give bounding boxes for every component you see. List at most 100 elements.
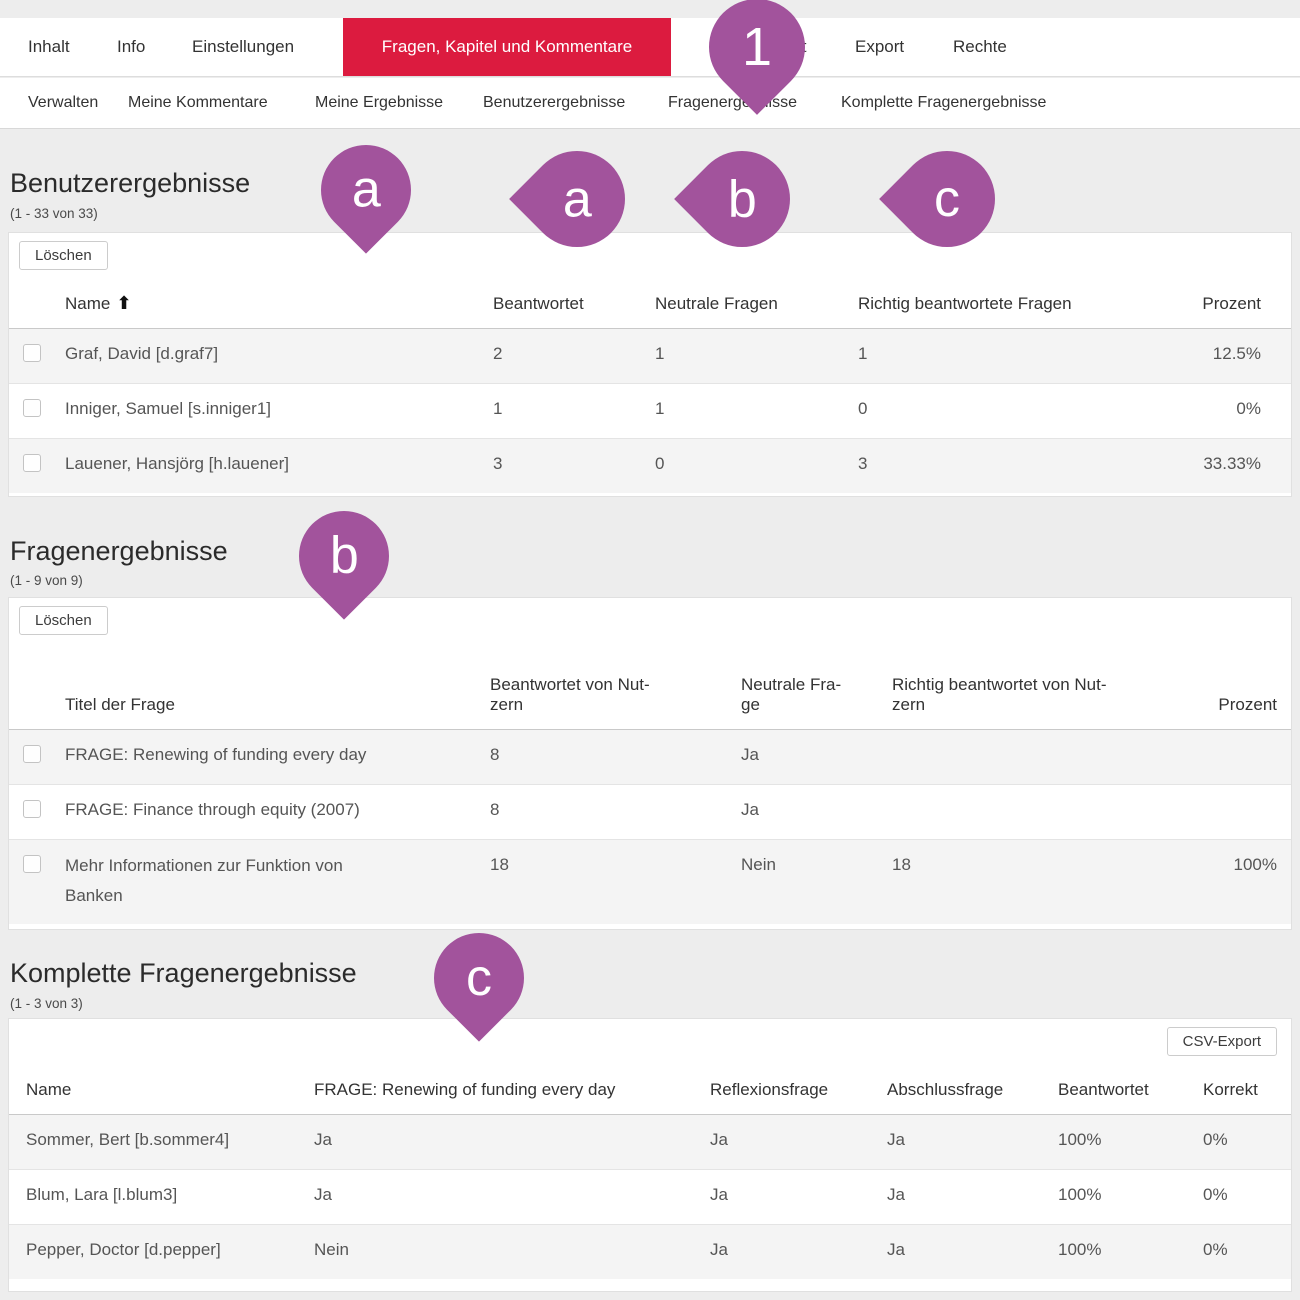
cell-richtig: 18 bbox=[892, 854, 911, 874]
komplette-fragenergebnisse-table: Name FRAGE: Renewing of funding every da… bbox=[9, 1058, 1291, 1279]
table-row: Pepper, Doctor [d.pepper] Nein Ja Ja 100… bbox=[9, 1224, 1291, 1279]
table-row: FRAGE: Renewing of funding every day 8 J… bbox=[9, 729, 1291, 784]
cell-neutrale: 0 bbox=[655, 453, 665, 473]
tab-fragen-kapitel-kommentare-active[interactable]: Fragen, Kapitel und Kommentare bbox=[343, 18, 671, 76]
cell-reflexion: Ja bbox=[710, 1184, 728, 1204]
sort-ascending-icon[interactable]: ⬆ bbox=[116, 292, 132, 313]
cell-beantwortet: 8 bbox=[490, 744, 500, 764]
table-row: Graf, David [d.graf7] 2 1 1 12.5% bbox=[9, 328, 1291, 383]
cell-neutrale: Ja bbox=[741, 799, 759, 819]
cell-beantwortet: 1 bbox=[493, 398, 503, 418]
tab-export[interactable]: Export bbox=[855, 37, 905, 56]
cell-prozent: 12.5% bbox=[1212, 343, 1261, 363]
subtab-meine-kommentare[interactable]: Meine Kommentare bbox=[128, 94, 268, 111]
tab-rechte[interactable]: Rechte bbox=[953, 37, 1007, 56]
csv-export-button[interactable]: CSV-Export bbox=[1166, 1027, 1277, 1056]
column-header-name[interactable]: Name ⬆ bbox=[65, 272, 493, 328]
column-header-beantwortet[interactable]: Beantwortet bbox=[1058, 1079, 1149, 1099]
fragenergebnisse-table: Titel der Frage Beantwortet von Nut- zer… bbox=[9, 637, 1291, 924]
cell-frage: Nein bbox=[314, 1239, 349, 1259]
table-row: FRAGE: Finance through equity (2007) 8 J… bbox=[9, 784, 1291, 839]
column-header-prozent[interactable]: Prozent bbox=[1218, 694, 1277, 714]
cell-name: Graf, David [d.graf7] bbox=[65, 343, 219, 363]
tab-inhalt[interactable]: Inhalt bbox=[28, 37, 70, 56]
cell-neutrale: Nein bbox=[741, 854, 776, 874]
table-row: Blum, Lara [l.blum3] Ja Ja Ja 100% 0% bbox=[9, 1169, 1291, 1224]
tab-info[interactable]: Info bbox=[117, 37, 146, 56]
column-header-beantwortet-von-nutzern[interactable]: Beantwortet von Nut- zern bbox=[490, 674, 650, 714]
primary-navbar: Inhalt Info Einstellungen Fragen, Kapite… bbox=[0, 18, 1300, 77]
cell-prozent: 0% bbox=[1236, 398, 1261, 418]
cell-abschluss: Ja bbox=[887, 1239, 905, 1259]
row-checkbox[interactable] bbox=[23, 343, 41, 362]
cell-name: Lauener, Hansjörg [h.lauener] bbox=[65, 453, 289, 473]
column-header-name[interactable]: Name bbox=[26, 1079, 72, 1099]
benutzerergebnisse-table: Name ⬆ Beantwortet Neutrale Fragen Richti… bbox=[9, 272, 1291, 493]
row-checkbox[interactable] bbox=[23, 398, 41, 417]
cell-abschluss: Ja bbox=[887, 1184, 905, 1204]
table-header-row: Titel der Frage Beantwortet von Nut- zer… bbox=[9, 637, 1291, 729]
column-header-neutrale-frage[interactable]: Neutrale Fra- ge bbox=[741, 674, 842, 714]
cell-richtig: 3 bbox=[858, 453, 868, 473]
cell-korrekt: 0% bbox=[1203, 1239, 1228, 1259]
callout-c-label: c bbox=[934, 170, 960, 228]
checkbox-column-header bbox=[9, 272, 65, 328]
cell-titel: FRAGE: Finance through equity (2007) bbox=[65, 799, 360, 819]
column-header-abschlussfrage[interactable]: Abschlussfrage bbox=[887, 1079, 1004, 1099]
column-header-titel-der-frage[interactable]: Titel der Frage bbox=[65, 694, 175, 714]
cell-korrekt: 0% bbox=[1203, 1129, 1228, 1149]
row-checkbox[interactable] bbox=[23, 744, 41, 763]
callout-a-label: a bbox=[562, 169, 592, 228]
fragenergebnisse-panel: Löschen Titel der Frage Beantwortet von … bbox=[8, 597, 1292, 930]
callout-b-label: b bbox=[329, 527, 359, 586]
subtab-meine-ergebnisse[interactable]: Meine Ergebnisse bbox=[315, 94, 444, 111]
cell-name: Pepper, Doctor [d.pepper] bbox=[26, 1239, 221, 1259]
checkbox-column-header bbox=[9, 637, 65, 729]
cell-neutrale: Ja bbox=[741, 744, 759, 764]
cell-name: Blum, Lara [l.blum3] bbox=[26, 1184, 178, 1204]
row-checkbox[interactable] bbox=[23, 453, 41, 472]
cell-richtig: 0 bbox=[858, 398, 868, 418]
callout-step1-label: 1 bbox=[741, 17, 773, 78]
delete-button[interactable]: Löschen bbox=[19, 241, 108, 270]
benutzerergebnisse-count: (1 - 33 von 33) bbox=[10, 206, 98, 221]
table-row: Sommer, Bert [b.sommer4] Ja Ja Ja 100% 0… bbox=[9, 1114, 1291, 1169]
komplette-fragenergebnisse-panel: CSV-Export Name FRAGE: Renewing of fundi… bbox=[8, 1018, 1292, 1292]
benutzerergebnisse-panel: Löschen Name ⬆ Beantwortet Neutrale Frage… bbox=[8, 232, 1292, 497]
subtab-komplette-fragenergebnisse[interactable]: Komplette Fragenergebnisse bbox=[841, 94, 1047, 111]
column-header-frage-renewing[interactable]: FRAGE: Renewing of funding every day bbox=[314, 1079, 616, 1099]
table-row: Lauener, Hansjörg [h.lauener] 3 0 3 33.3… bbox=[9, 438, 1291, 493]
cell-reflexion: Ja bbox=[710, 1129, 728, 1149]
subtab-verwalten[interactable]: Verwalten bbox=[28, 94, 99, 111]
column-header-richtig-beantwortet[interactable]: Richtig beantwortet von Nut- zern bbox=[892, 674, 1107, 714]
cell-name: Sommer, Bert [b.sommer4] bbox=[26, 1129, 230, 1149]
cell-prozent: 33.33% bbox=[1203, 453, 1261, 473]
tab-einstellungen[interactable]: Einstellungen bbox=[192, 37, 295, 56]
cell-beantwortet: 100% bbox=[1058, 1239, 1102, 1259]
cell-titel: Mehr Informationen zur Funktion von Bank… bbox=[65, 839, 490, 924]
row-checkbox[interactable] bbox=[23, 854, 41, 873]
column-header-reflexionsfrage[interactable]: Reflexionsfrage bbox=[710, 1079, 829, 1099]
cell-reflexion: Ja bbox=[710, 1239, 728, 1259]
cell-frage: Ja bbox=[314, 1184, 332, 1204]
cell-prozent bbox=[1151, 784, 1291, 839]
delete-button[interactable]: Löschen bbox=[19, 606, 108, 635]
row-checkbox[interactable] bbox=[23, 799, 41, 818]
fragenergebnisse-heading: Fragenergebnisse bbox=[10, 536, 228, 566]
column-header-neutrale-fragen[interactable]: Neutrale Fragen bbox=[655, 293, 778, 313]
subtab-benutzerergebnisse[interactable]: Benutzerergebnisse bbox=[483, 94, 626, 111]
table-header-row: Name ⬆ Beantwortet Neutrale Fragen Richti… bbox=[9, 272, 1291, 328]
cell-beantwortet: 100% bbox=[1058, 1129, 1102, 1149]
column-header-prozent[interactable]: Prozent bbox=[1202, 293, 1261, 313]
cell-richtig bbox=[892, 729, 1151, 784]
table-row: Inniger, Samuel [s.inniger1] 1 1 0 0% bbox=[9, 383, 1291, 438]
column-header-korrekt[interactable]: Korrekt bbox=[1203, 1079, 1258, 1099]
cell-name: Inniger, Samuel [s.inniger1] bbox=[65, 398, 272, 418]
cell-beantwortet: 100% bbox=[1058, 1184, 1102, 1204]
column-header-richtig-beantwortete[interactable]: Richtig beantwortete Fragen bbox=[858, 293, 1072, 313]
cell-richtig: 1 bbox=[858, 343, 868, 363]
column-header-beantwortet[interactable]: Beantwortet bbox=[493, 293, 584, 313]
table-header-row: Name FRAGE: Renewing of funding every da… bbox=[9, 1058, 1291, 1114]
callout-c-label: c bbox=[466, 949, 492, 1007]
